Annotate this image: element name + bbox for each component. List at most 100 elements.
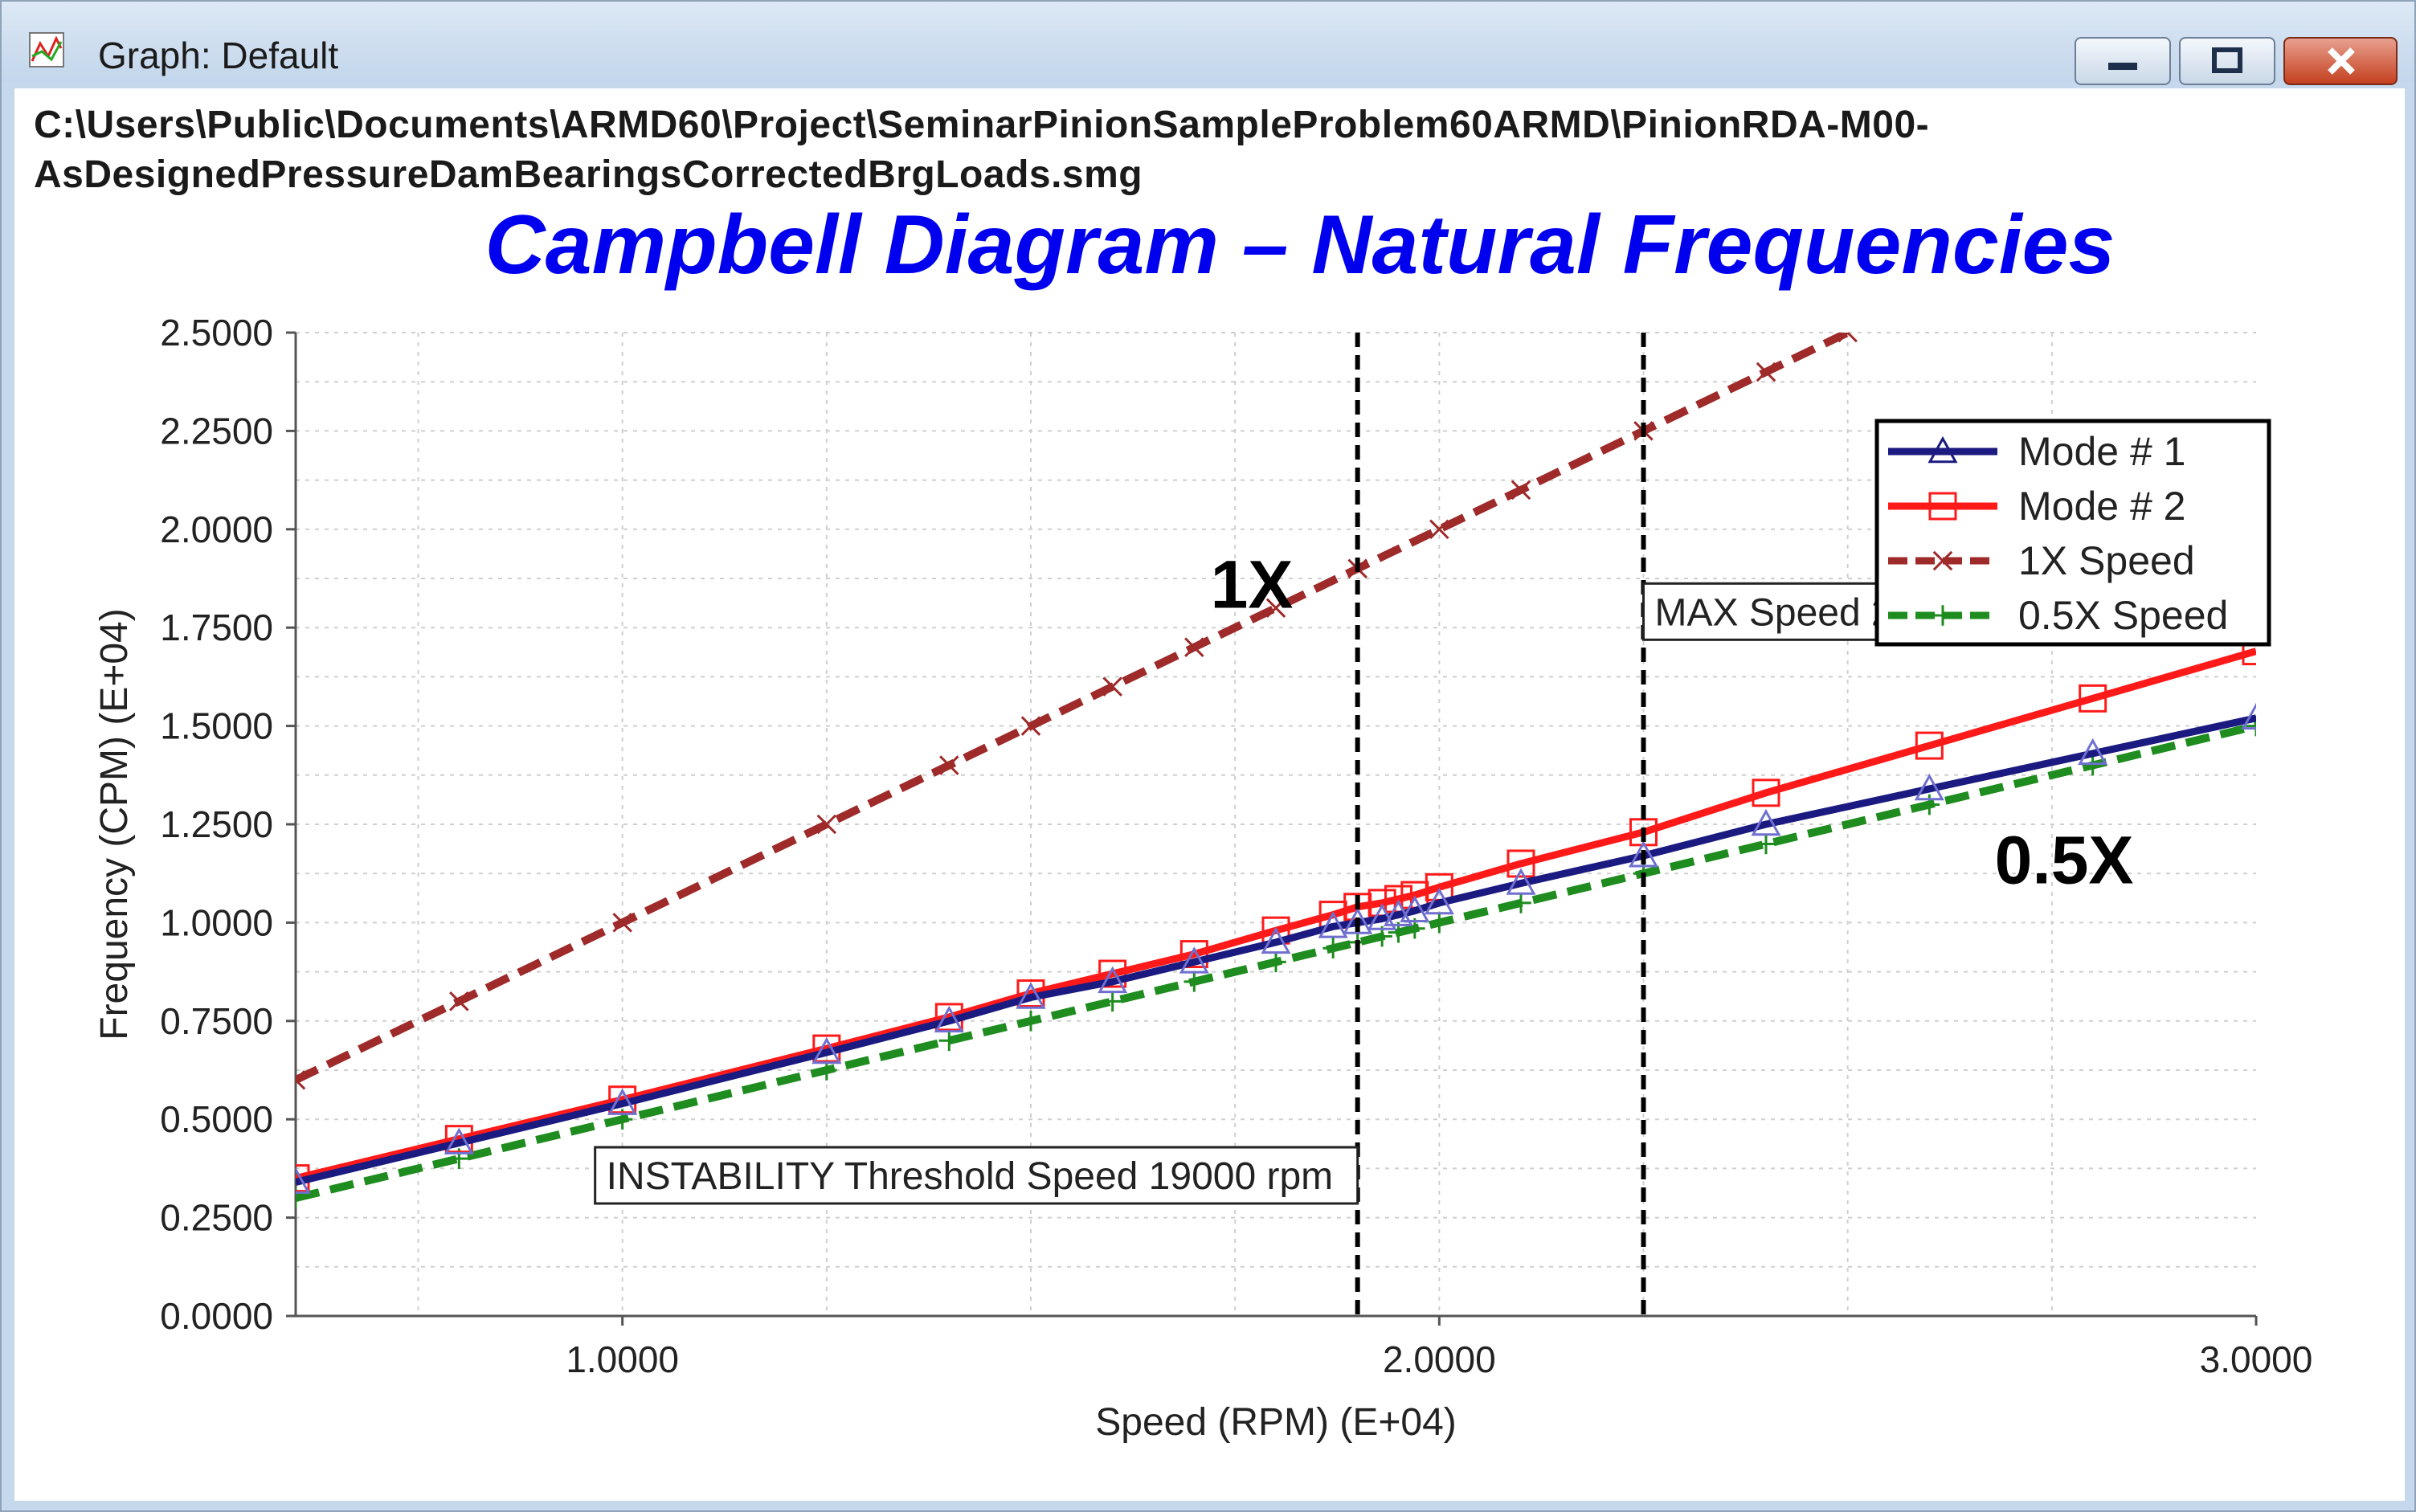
speed-marker-label: INSTABILITY Threshold Speed 19000 rpm — [607, 1155, 1334, 1198]
file-path-line-1: C:\Users\Public\Documents\ARMD60\Project… — [34, 104, 1930, 146]
data-point-square — [2242, 637, 2256, 666]
minimize-button[interactable] — [2075, 37, 2171, 85]
series-line — [296, 648, 2256, 1183]
data-point-triangle — [2241, 702, 2256, 730]
data-point-triangle — [1628, 840, 1659, 868]
x-tick-label: 1.0000 — [566, 1338, 679, 1380]
y-axis-label: Frequency (CPM) (E+04) — [93, 608, 136, 1040]
data-point-triangle — [1318, 911, 1348, 938]
data-point-square — [1179, 940, 1208, 969]
series-mode-1 — [296, 702, 2256, 1194]
data-point-x — [1756, 362, 1776, 382]
close-button[interactable] — [2283, 37, 2398, 85]
graph-client-area: C:\Users\Public\Documents\ARMD60\Project… — [14, 88, 2405, 1501]
y-tick-label: 0.0000 — [160, 1295, 273, 1337]
data-point-plus — [1932, 605, 1953, 626]
legend[interactable]: Mode # 1 Mode # 2 1X Speed 0.5X Speed — [1874, 419, 2271, 647]
legend-label: Mode # 2 — [2018, 484, 2185, 529]
data-point-triangle — [1016, 982, 1046, 1009]
data-point-plus — [938, 1030, 960, 1052]
graph-app-icon — [29, 32, 64, 67]
y-tick-label: 2.0000 — [160, 509, 273, 550]
series-mode-2 — [296, 637, 2256, 1193]
y-tick-label: 1.7500 — [160, 607, 273, 648]
data-point-x — [449, 991, 469, 1011]
data-point-square — [1928, 492, 1957, 521]
data-point-triangle — [1400, 895, 1430, 923]
data-point-triangle — [1098, 966, 1128, 994]
data-point-square — [1098, 959, 1127, 988]
data-point-x — [296, 1069, 306, 1090]
axes: 0.0000 0.2500 0.5000 0.7500 1.0000 1.2500 1.50… — [160, 312, 2312, 1380]
file-path-line-2: AsDesignedPressureDamBearingsCorrectedBr… — [34, 153, 1143, 196]
y-tick-label: 1.0000 — [160, 901, 273, 943]
data-point-x — [816, 814, 837, 835]
data-point-triangle — [1914, 773, 1944, 801]
data-point-x — [1265, 598, 1286, 618]
y-tick-label: 1.5000 — [160, 705, 273, 747]
y-tick-label: 2.5000 — [160, 312, 273, 353]
data-point-x — [1102, 676, 1122, 697]
data-point-x — [1429, 519, 1449, 540]
legend-entry[interactable]: Mode # 2 — [1888, 484, 2185, 529]
y-tick-label: 2.2500 — [160, 410, 273, 452]
data-point-triangle — [444, 1127, 474, 1154]
data-point-x — [612, 913, 632, 933]
data-point-plus — [2082, 754, 2103, 776]
data-point-plus — [1265, 951, 1286, 973]
legend-label: Mode # 1 — [2018, 429, 2185, 474]
series-line — [296, 714, 2256, 1186]
x-tick-label: 3.0000 — [2200, 1338, 2313, 1380]
data-point-square — [1752, 778, 1780, 807]
x-tick-label: 2.0000 — [1383, 1338, 1496, 1380]
data-point-triangle — [1179, 946, 1209, 974]
data-point-triangle — [1424, 887, 1454, 915]
data-point-triangle — [1751, 808, 1781, 836]
legend-entry[interactable]: 0.5X Speed — [1888, 593, 2228, 638]
data-point-plus — [1756, 833, 1776, 855]
data-point-x — [939, 755, 959, 775]
legend-entry[interactable]: Mode # 1 — [1888, 429, 2185, 474]
y-tick-label: 0.5000 — [160, 1098, 273, 1140]
data-point-x — [1020, 716, 1041, 736]
legend-entry[interactable]: 1X Speed — [1888, 538, 2195, 583]
data-point-plus — [2246, 715, 2256, 737]
y-tick-label: 0.2500 — [160, 1197, 273, 1239]
data-point-triangle — [1927, 435, 1958, 464]
speed-markers: INSTABILITY Threshold Speed 19000 rpmMAX… — [594, 333, 2055, 1316]
data-point-plus — [1919, 794, 1940, 815]
data-point-triangle — [296, 1167, 311, 1194]
data-point-square — [1915, 731, 1944, 760]
x-axis-label: Speed (RPM) (E+04) — [1095, 1401, 1457, 1444]
data-point-x — [1184, 637, 1204, 657]
data-point-plus — [1183, 971, 1205, 992]
data-point-square — [1506, 849, 1535, 878]
series-0-5x-speed — [296, 715, 2256, 1208]
annotation-0-5x: 0.5X — [1995, 822, 2134, 897]
campbell-chart: 0.0000 0.2500 0.5000 0.7500 1.0000 1.2500 1.50… — [93, 312, 2312, 1444]
data-point-plus — [296, 1187, 306, 1208]
legend-label: 1X Speed — [2018, 538, 2195, 583]
maximize-button[interactable] — [2179, 37, 2275, 85]
annotation-1x: 1X — [1211, 547, 1294, 623]
title-bar[interactable]: Graph: Default — [2, 2, 2414, 85]
data-point-plus — [1511, 893, 1531, 913]
series-1x-speed — [296, 333, 1858, 1090]
maximize-icon — [2212, 47, 2242, 73]
series-line — [296, 721, 2256, 1202]
data-point-plus — [1429, 912, 1450, 934]
close-icon — [2328, 47, 2355, 75]
data-point-triangle — [1261, 926, 1291, 954]
data-point-x — [1838, 333, 1858, 343]
y-tick-label: 0.7500 — [160, 1000, 273, 1042]
window-title: Graph: Default — [98, 35, 339, 76]
data-point-square — [2079, 684, 2107, 713]
annotations: 1X 0.5X — [1211, 547, 2134, 898]
data-point-triangle — [607, 1088, 638, 1115]
data-point-plus — [1322, 938, 1343, 959]
data-point-triangle — [934, 1005, 964, 1033]
y-tick-label: 1.2500 — [160, 803, 273, 845]
data-point-triangle — [1506, 868, 1536, 895]
data-point-plus — [1020, 1011, 1041, 1032]
